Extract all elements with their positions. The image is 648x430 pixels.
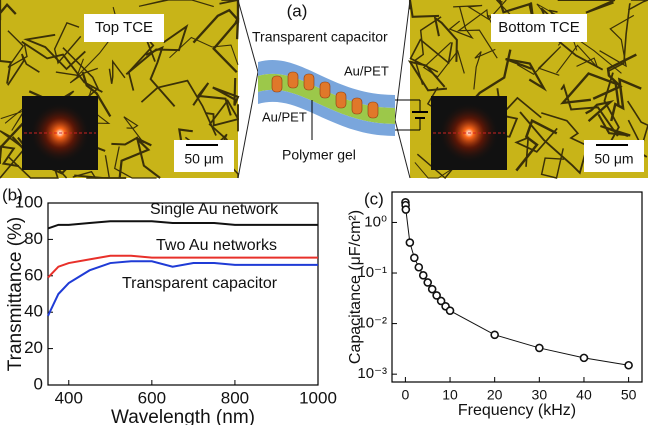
data-point [625, 362, 632, 369]
x-tick-label: 400 [55, 388, 83, 407]
data-line [48, 221, 318, 228]
y-tick-label: 100 [15, 192, 43, 211]
x-tick-label: 600 [138, 388, 166, 407]
panel-label: (a) [287, 1, 308, 20]
x-axis-label: Frequency (kHz) [458, 402, 576, 419]
ion [336, 92, 346, 108]
data-point [447, 307, 454, 314]
panel-label: (c) [364, 189, 384, 208]
y-tick-label: 20 [24, 338, 43, 357]
x-tick-label: 30 [532, 387, 548, 403]
data-point [491, 331, 498, 338]
plot-frame [48, 203, 318, 385]
x-axis-label: Wavelength (nm) [111, 407, 255, 425]
image-label: Bottom TCE [498, 19, 579, 36]
ion [272, 76, 282, 92]
data-line [405, 202, 628, 365]
scale-label: 50 μm [594, 151, 633, 167]
data-point [420, 272, 427, 279]
data-point [402, 206, 409, 213]
series-label: Two Au networks [156, 237, 277, 254]
image-label: Top TCE [95, 19, 153, 36]
y-tick-label: 80 [24, 229, 43, 248]
y-tick-label: 0 [34, 374, 43, 393]
zoom-line [238, 72, 258, 178]
y-tick-label: 40 [24, 302, 43, 321]
ion [368, 102, 378, 118]
data-point [411, 254, 418, 261]
device-schematic: (a) Transparent capacitor Au/PET Au/PET … [238, 0, 428, 178]
x-tick-label: 20 [487, 387, 503, 403]
ion [352, 98, 362, 114]
x-tick-label: 10 [442, 387, 458, 403]
layer-label: Polymer gel [282, 147, 356, 163]
x-tick-label: 1000 [299, 388, 337, 407]
data-point [536, 344, 543, 351]
data-point [580, 354, 587, 361]
x-tick-label: 40 [576, 387, 592, 403]
data-point [415, 264, 422, 271]
ion [288, 72, 298, 88]
x-tick-label: 0 [401, 387, 409, 403]
ion [304, 74, 314, 90]
layer-label: Au/PET [344, 63, 389, 78]
series-label: Single Au network [150, 201, 279, 218]
y-tick-label: 60 [24, 265, 43, 284]
series-label: Transparent capacitor [122, 275, 278, 292]
data-point [429, 286, 436, 293]
scale-label: 50 μm [184, 151, 223, 167]
data-point [424, 279, 431, 286]
page: {"panel_a": {"label": "(a)", "top_image_… [0, 0, 648, 425]
zoom-line [395, 0, 410, 120]
device-title: Transparent capacitor [252, 29, 388, 45]
figure: Top TCE Bottom TCE 50 μm 50 μm (a) Trans… [0, 0, 648, 425]
y-axis-label: Capacitance (μF/cm²) [347, 210, 364, 364]
layer-label: Au/PET [262, 109, 307, 124]
data-point [406, 239, 413, 246]
x-tick-label: 800 [221, 388, 249, 407]
y-tick-label: 10⁰ [364, 213, 387, 230]
x-tick-label: 50 [621, 387, 637, 403]
zoom-line [395, 120, 410, 178]
ion [320, 82, 330, 98]
y-tick-label: 10⁻³ [357, 365, 387, 382]
y-axis-label: Transmittance (%) [5, 217, 26, 372]
